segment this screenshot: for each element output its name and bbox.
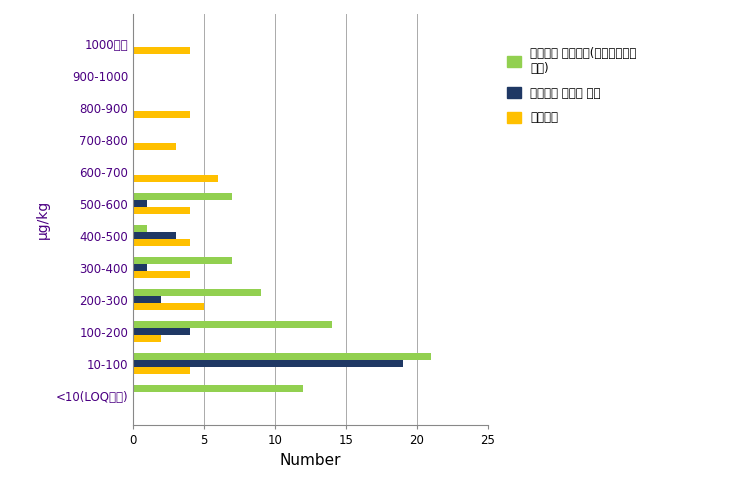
Bar [133,193,232,200]
Bar [133,368,190,374]
Bar [133,111,190,118]
Legend: 기타과자 비스킷류(유아용비스킷
포함), 기타과자 감자외 스낵, 감자스낵: 기타과자 비스킷류(유아용비스킷 포함), 기타과자 감자외 스낵, 감자스낵 [501,41,642,130]
Bar [133,232,176,239]
Bar [133,175,218,182]
Bar [133,200,147,207]
Bar [133,296,161,303]
Bar [133,303,204,311]
Bar [133,257,232,264]
Bar [133,239,190,246]
Bar [133,143,176,150]
Bar [133,353,431,360]
Bar [133,360,403,368]
Bar [133,271,190,278]
Bar [133,264,147,271]
X-axis label: Number: Number [279,453,341,468]
Bar [133,207,190,214]
Bar [133,321,332,328]
Y-axis label: μg/kg: μg/kg [36,200,50,240]
Bar [133,225,147,232]
Bar [133,289,261,296]
Bar [133,335,161,342]
Bar [133,385,303,392]
Bar [133,47,190,54]
Bar [133,328,190,335]
